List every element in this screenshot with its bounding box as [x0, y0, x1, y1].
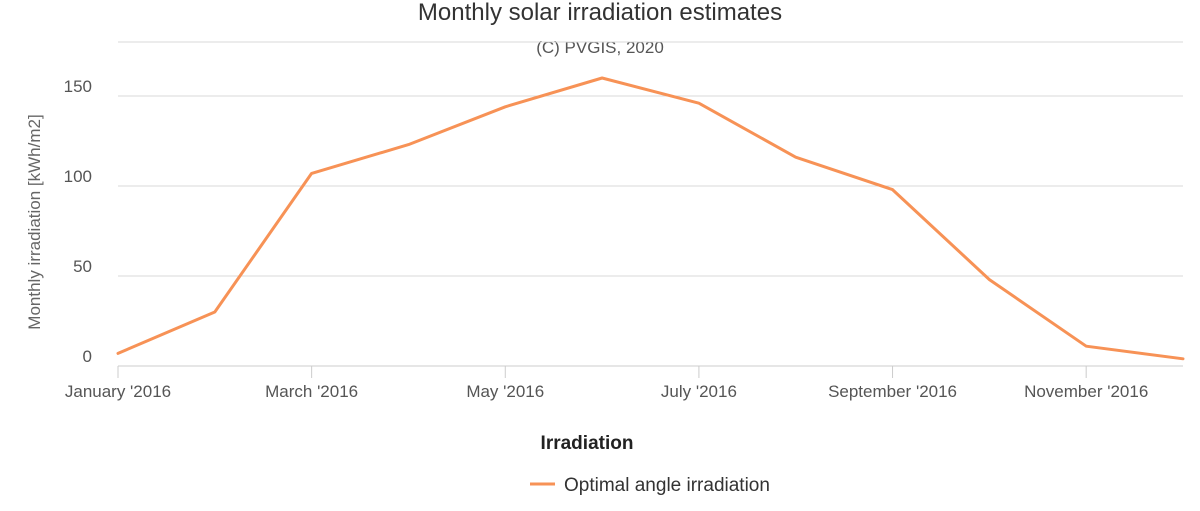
y-tick-label: 150: [64, 77, 92, 96]
series-line[interactable]: [116, 76, 1185, 361]
x-tick-label: March '2016: [265, 382, 358, 401]
y-tick-label: 50: [73, 257, 92, 276]
data-point[interactable]: [504, 105, 507, 108]
series-layer: [116, 76, 1185, 361]
legend-label: Optimal angle irradiation: [564, 475, 770, 496]
data-point[interactable]: [213, 311, 216, 314]
data-point[interactable]: [988, 278, 991, 281]
data-point[interactable]: [117, 352, 120, 355]
x-tick-label: July '2016: [661, 382, 737, 401]
y-tick-label: 100: [64, 167, 92, 186]
data-point[interactable]: [601, 77, 604, 80]
data-point[interactable]: [1085, 345, 1088, 348]
x-tick-label: September '2016: [828, 382, 957, 401]
y-axis-label: Monthly irradiation [kWh/m2]: [25, 114, 44, 329]
chart-title: Monthly solar irradiation estimates: [418, 0, 782, 26]
y-axis-ticks: 0 50 100 150: [64, 77, 92, 366]
data-point[interactable]: [794, 156, 797, 159]
x-axis-ticks: January '2016 March '2016 May '2016 July '2…: [65, 366, 1148, 401]
chart-subtitle: (C) PVGIS, 2020: [536, 38, 664, 57]
legend-title: Irradiation: [541, 433, 634, 454]
legend-item-optimal-angle[interactable]: Optimal angle irradiation: [530, 475, 770, 496]
x-tick-label: January '2016: [65, 382, 171, 401]
data-point[interactable]: [891, 188, 894, 191]
data-point[interactable]: [697, 102, 700, 105]
gridlines: [118, 41, 1183, 277]
data-point[interactable]: [407, 143, 410, 146]
y-tick-label: 0: [83, 347, 92, 366]
x-tick-label: November '2016: [1024, 382, 1148, 401]
data-point[interactable]: [1182, 357, 1185, 360]
x-tick-label: May '2016: [466, 382, 544, 401]
data-point[interactable]: [310, 172, 313, 175]
